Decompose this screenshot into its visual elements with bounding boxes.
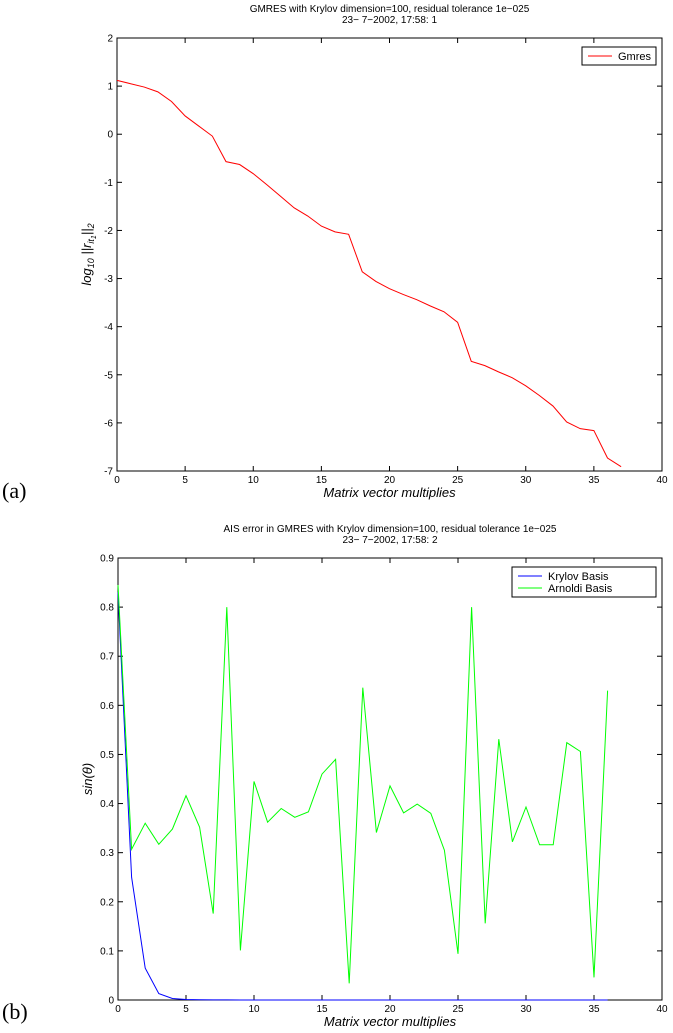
chart-b-ytick-label-0: 0 <box>108 996 114 1007</box>
chart-a-xtick-label-0: 0 <box>114 475 120 486</box>
chart-a-yaxis-label-part-4: it <box>86 239 96 244</box>
chart-a-title-line-1: 23− 7−2002, 17:58: 1 <box>342 15 438 26</box>
chart-a-yaxis-label-part-7: 2 <box>86 223 96 229</box>
chart-a-legend-box <box>581 46 657 66</box>
chart-b-xtick-label-4: 20 <box>384 1004 396 1015</box>
chart-b-xtick-label-8: 40 <box>656 1004 668 1015</box>
chart-a-ytick-label-9: 2 <box>107 34 113 45</box>
chart-b-series-line-0 <box>117 592 608 1001</box>
panel-label-b: (b) <box>2 999 28 1024</box>
chart-a-yaxis-label-part-3: ||r <box>79 243 94 258</box>
chart-b-xtick-label-1: 5 <box>183 1004 189 1015</box>
chart-a-ytick-label-0: -7 <box>104 467 113 478</box>
chart-a-yaxis-label-part-1: log <box>79 268 94 286</box>
chart-b-xtick-label-3: 15 <box>316 1004 328 1015</box>
chart-a-xtick-label-7: 35 <box>588 475 600 486</box>
panel-label-a: (a) <box>2 478 27 503</box>
chart-a-xaxis-label: Matrix vector multiplies <box>323 485 456 500</box>
chart-b-title-line-0: AIS error in GMRES with Krylov dimension… <box>224 524 557 535</box>
chart-b-ytick-label-3: 0.3 <box>100 848 114 859</box>
chart-a-series-line-0 <box>116 79 622 468</box>
chart-a-xtick-label-4: 20 <box>384 475 396 486</box>
chart-a-title-line-0: GMRES with Krylov dimension=100, residua… <box>250 4 530 15</box>
chart-b-ytick-label-2: 0.2 <box>100 897 114 908</box>
chart-b-ytick-label-6: 0.6 <box>100 701 114 712</box>
chart-a-ytick-label-2: -5 <box>104 370 113 381</box>
chart-a-xtick-label-2: 10 <box>248 475 260 486</box>
chart-b-title-line-1: 23− 7−2002, 17:58: 2 <box>342 535 438 546</box>
chart-a-yaxis-label-part-5: 1 <box>91 235 98 239</box>
chart-b-ytick-label-4: 0.4 <box>100 799 114 810</box>
chart-b-svg: AIS error in GMRES with Krylov dimension… <box>80 524 668 1029</box>
chart-b-ytick-label-7: 0.7 <box>100 652 114 663</box>
chart-a-svg: GMRES with Krylov dimension=100, residua… <box>79 4 668 500</box>
chart-b-yaxis-label: sin(θ) <box>80 763 95 795</box>
chart-b-ytick-label-8: 0.8 <box>100 603 114 614</box>
chart-a-legend-label-0: Gmres <box>618 51 652 63</box>
chart-b-plot-frame <box>117 557 663 1001</box>
chart-b-series-line-1 <box>117 584 609 984</box>
chart-b-xtick-label-7: 35 <box>588 1004 600 1015</box>
chart-a-xtick-label-6: 30 <box>520 475 532 486</box>
chart-a-ytick-label-4: -3 <box>104 274 113 285</box>
chart-a-xtick-label-1: 5 <box>182 475 188 486</box>
chart-b-xaxis-label: Matrix vector multiplies <box>324 1014 457 1029</box>
chart-a-ytick-label-1: -6 <box>104 418 113 429</box>
chart-a-ytick-label-7: 0 <box>107 130 113 141</box>
chart-panel-b: AIS error in GMRES with Krylov dimension… <box>0 520 673 1033</box>
chart-b-ytick-label-1: 0.1 <box>100 946 114 957</box>
chart-b-legend-box <box>511 566 657 598</box>
chart-a-ytick-label-3: -4 <box>104 322 113 333</box>
chart-a-yaxis-label: log10 ||rit1||2 <box>79 223 98 285</box>
chart-b-xtick-label-5: 25 <box>452 1004 464 1015</box>
chart-b-ytick-label-5: 0.5 <box>100 750 114 761</box>
chart-a-yaxis-label-part-6: || <box>79 228 94 235</box>
chart-b-xtick-label-2: 10 <box>248 1004 260 1015</box>
chart-b-legend-label-1: Arnoldi Basis <box>548 583 613 595</box>
chart-a-ytick-label-8: 1 <box>107 82 113 93</box>
chart-a-xtick-label-5: 25 <box>452 475 464 486</box>
chart-a-yaxis-label-part-2: 10 <box>86 258 96 268</box>
chart-b-ytick-label-9: 0.9 <box>100 554 114 565</box>
chart-a-plot-frame <box>116 37 663 472</box>
chart-a-xtick-label-3: 15 <box>316 475 328 486</box>
chart-a-ytick-label-6: -1 <box>104 178 113 189</box>
chart-b-xtick-label-0: 0 <box>115 1004 121 1015</box>
chart-a-ytick-label-5: -2 <box>104 226 113 237</box>
chart-b-legend-label-0: Krylov Basis <box>548 571 609 583</box>
chart-panel-a: GMRES with Krylov dimension=100, residua… <box>0 0 673 505</box>
chart-a-xtick-label-8: 40 <box>656 475 668 486</box>
chart-b-xtick-label-6: 30 <box>520 1004 532 1015</box>
